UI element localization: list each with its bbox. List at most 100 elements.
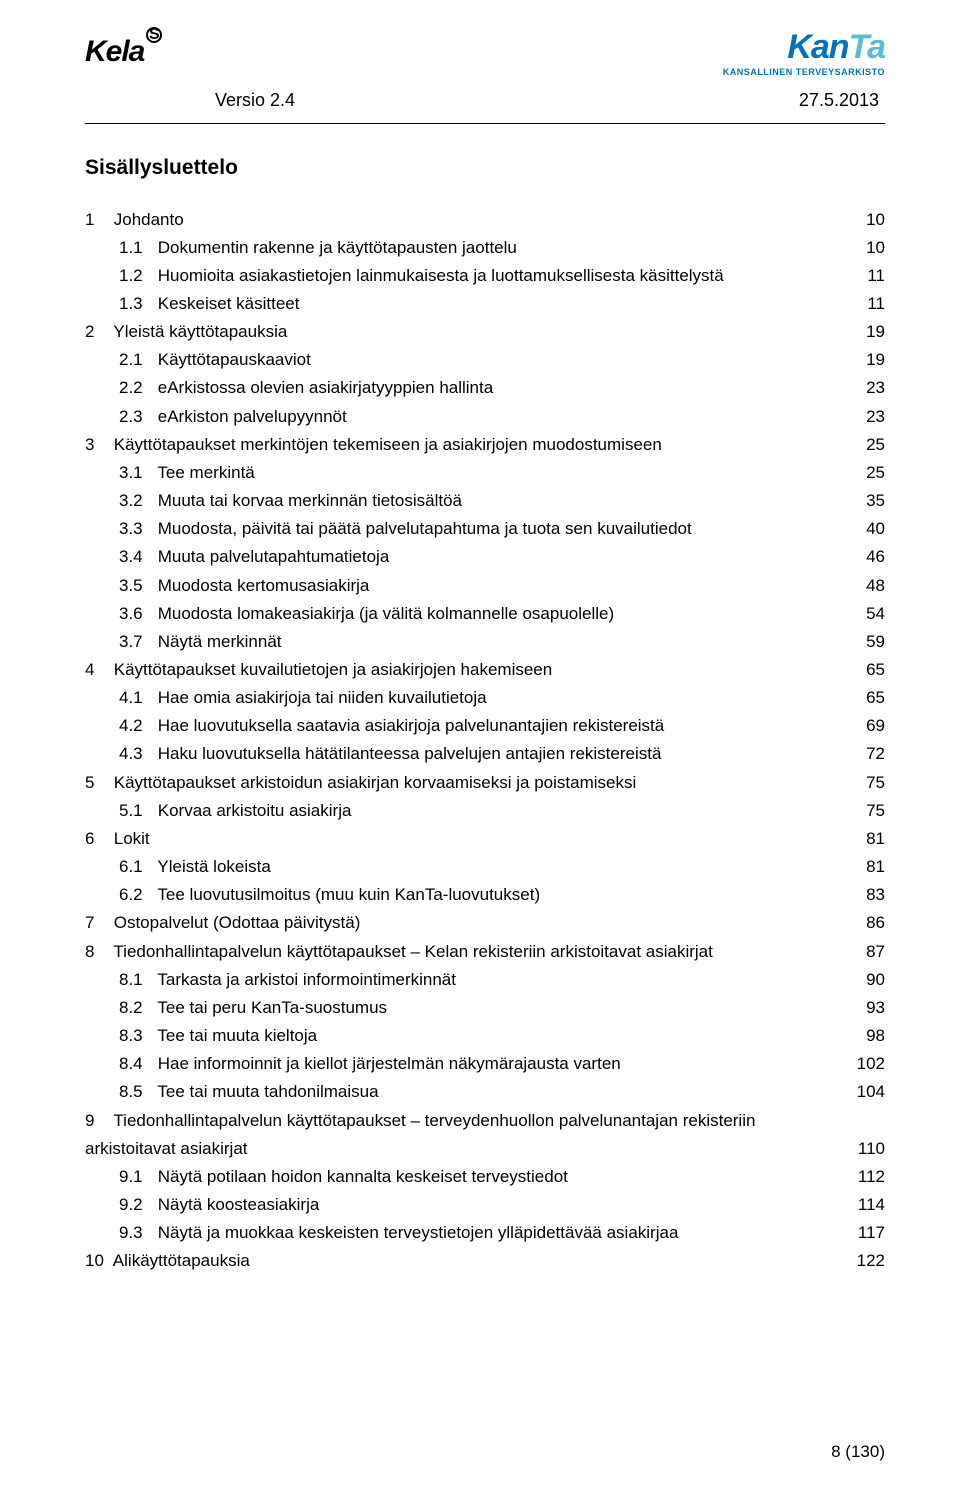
toc-entry: 8.2 Tee tai peru KanTa-suostumus93 xyxy=(85,993,885,1021)
toc-entry-number: 7 xyxy=(85,910,109,935)
toc-entry-page: 11 xyxy=(855,291,885,316)
toc-entry: 8.1 Tarkasta ja arkistoi informointimerk… xyxy=(85,965,885,993)
toc-entry-page: 72 xyxy=(855,741,885,766)
toc-entry-label: 2.2 eArkistossa olevien asiakirjatyyppie… xyxy=(119,375,855,400)
toc-entry-text: Käyttötapaukset kuvailutietojen ja asiak… xyxy=(114,660,552,679)
toc-entry-page: 23 xyxy=(855,404,885,429)
toc-entry-text: Näytä ja muokkaa keskeisten terveystieto… xyxy=(158,1223,679,1242)
toc-entry-number: 3.6 xyxy=(119,601,153,626)
toc-entry-number: 9.3 xyxy=(119,1220,153,1245)
toc-entry: 8 Tiedonhallintapalvelun käyttötapaukset… xyxy=(85,937,885,965)
toc-entry-label: 3.3 Muodosta, päivitä tai päätä palvelut… xyxy=(119,516,855,541)
toc-entry-number: 8.1 xyxy=(119,967,153,992)
toc-entry-text: Tee luovutusilmoitus (muu kuin KanTa-luo… xyxy=(157,885,540,904)
toc-entry-page: 81 xyxy=(855,826,885,851)
toc-entry-number: 6.2 xyxy=(119,882,153,907)
toc-entry-label: 3.2 Muuta tai korvaa merkinnän tietosisä… xyxy=(119,488,855,513)
toc-entry-label: 4.1 Hae omia asiakirjoja tai niiden kuva… xyxy=(119,685,855,710)
toc-entry-number: 4 xyxy=(85,657,109,682)
toc-entry-page: 19 xyxy=(855,319,885,344)
toc-entry-text: Tiedonhallintapalvelun käyttötapaukset –… xyxy=(113,942,712,961)
toc-entry-number: 8.2 xyxy=(119,995,153,1020)
toc-entry-page: 35 xyxy=(855,488,885,513)
kanta-subtitle: KANSALLINEN TERVEYSARKISTO xyxy=(723,66,885,79)
toc-entry-number: 2.1 xyxy=(119,347,153,372)
toc-entry: 3.3 Muodosta, päivitä tai päätä palvelut… xyxy=(85,515,885,543)
toc-entry-text: Hae omia asiakirjoja tai niiden kuvailut… xyxy=(158,688,487,707)
toc-entry-label: 8.3 Tee tai muuta kieltoja xyxy=(119,1023,855,1048)
toc-entry-text: Korvaa arkistoitu asiakirja xyxy=(158,801,352,820)
toc-entry-page: 81 xyxy=(855,854,885,879)
toc-entry: 6 Lokit81 xyxy=(85,824,885,852)
toc-entry-number: 9.1 xyxy=(119,1164,153,1189)
toc-entry: 2.2 eArkistossa olevien asiakirjatyyppie… xyxy=(85,374,885,402)
toc-entry: 3.4 Muuta palvelutapahtumatietoja46 xyxy=(85,543,885,571)
toc-entry-page: 93 xyxy=(855,995,885,1020)
toc-entry: 5.1 Korvaa arkistoitu asiakirja75 xyxy=(85,796,885,824)
toc-entry-label: 6.2 Tee luovutusilmoitus (muu kuin KanTa… xyxy=(119,882,855,907)
toc-entry-text: Tee merkintä xyxy=(157,463,254,482)
toc-entry: 4.2 Hae luovutuksella saatavia asiakirjo… xyxy=(85,712,885,740)
toc-entry-text: Lokit xyxy=(114,829,150,848)
toc-entry-page: 25 xyxy=(855,432,885,457)
toc-entry-page: 40 xyxy=(855,516,885,541)
toc-entry: 8.5 Tee tai muuta tahdonilmaisua104 xyxy=(85,1078,885,1106)
toc-entry: 3.1 Tee merkintä25 xyxy=(85,458,885,486)
toc-entry-label: 3.7 Näytä merkinnät xyxy=(119,629,855,654)
toc-entry-page: 11 xyxy=(855,263,885,288)
toc-entry-label: 8 Tiedonhallintapalvelun käyttötapaukset… xyxy=(85,939,855,964)
toc-entry-page: 112 xyxy=(855,1164,885,1189)
toc-entry-number: 3.2 xyxy=(119,488,153,513)
toc-entry-label: 1.1 Dokumentin rakenne ja käyttötapauste… xyxy=(119,235,855,260)
toc-entry-page: 122 xyxy=(855,1248,885,1273)
toc-entry-text: Näytä potilaan hoidon kannalta keskeiset… xyxy=(158,1167,568,1186)
toc-entry-label: 1 Johdanto xyxy=(85,207,855,232)
toc-entry: 1.3 Keskeiset käsitteet 11 xyxy=(85,289,885,317)
toc-entry-number: 6.1 xyxy=(119,854,153,879)
toc-entry-page: 19 xyxy=(855,347,885,372)
kela-superscript-icon: S xyxy=(146,27,162,43)
toc-entry-page: 110 xyxy=(855,1136,885,1161)
toc-entry-page: 117 xyxy=(855,1220,885,1245)
toc-entry: 6.1 Yleistä lokeista81 xyxy=(85,853,885,881)
toc-entry-label: 4.3 Haku luovutuksella hätätilanteessa p… xyxy=(119,741,855,766)
toc-entry: 1.2 Huomioita asiakastietojen lainmukais… xyxy=(85,261,885,289)
toc-entry-label: 8.2 Tee tai peru KanTa-suostumus xyxy=(119,995,855,1020)
toc-entry-page: 65 xyxy=(855,657,885,682)
toc-entry-label: 6.1 Yleistä lokeista xyxy=(119,854,855,879)
toc-entry-number: 4.3 xyxy=(119,741,153,766)
toc-title: Sisällysluettelo xyxy=(85,152,885,183)
toc-entry-page: 10 xyxy=(855,207,885,232)
toc-entry: 1.1 Dokumentin rakenne ja käyttötapauste… xyxy=(85,233,885,261)
toc-entry-number: 3.7 xyxy=(119,629,153,654)
toc-entry-number: 1.3 xyxy=(119,291,153,316)
toc-entry-number: 4.1 xyxy=(119,685,153,710)
toc-entry: 2.1 Käyttötapauskaaviot19 xyxy=(85,346,885,374)
toc-entry-number: 9.2 xyxy=(119,1192,153,1217)
toc-entry-number: 2.2 xyxy=(119,375,153,400)
kela-logo: Kela S xyxy=(85,30,162,74)
toc-entry-page: 10 xyxy=(855,235,885,260)
toc-entry: 1 Johdanto10 xyxy=(85,205,885,233)
toc-entry-page: 102 xyxy=(855,1051,885,1076)
toc-entry-label: 2 Yleistä käyttötapauksia xyxy=(85,319,855,344)
toc-entry: 2.3 eArkiston palvelupyynnöt23 xyxy=(85,402,885,430)
toc-entry-number: 8.4 xyxy=(119,1051,153,1076)
toc-entry-number: 8.5 xyxy=(119,1079,153,1104)
toc-entry-label: arkistoitavat asiakirjat xyxy=(85,1136,855,1161)
toc-entry-label: 3.1 Tee merkintä xyxy=(119,460,855,485)
toc-entry: 8.4 Hae informoinnit ja kiellot järjeste… xyxy=(85,1050,885,1078)
toc-entry-label: 9 Tiedonhallintapalvelun käyttötapaukset… xyxy=(85,1108,855,1133)
toc-entry-text: Ostopalvelut (Odottaa päivitystä) xyxy=(114,913,361,932)
toc-entry-label: 9.3 Näytä ja muokkaa keskeisten terveyst… xyxy=(119,1220,855,1245)
kanta-logo: KanTa KANSALLINEN TERVEYSARKISTO xyxy=(723,30,885,79)
horizontal-rule xyxy=(85,123,885,124)
toc-entry: 3.6 Muodosta lomakeasiakirja (ja välitä … xyxy=(85,599,885,627)
toc-entry: 9.3 Näytä ja muokkaa keskeisten terveyst… xyxy=(85,1219,885,1247)
toc-entry-page: 114 xyxy=(855,1192,885,1217)
toc-entry-page: 69 xyxy=(855,713,885,738)
toc-entry-text: Keskeiset käsitteet xyxy=(158,294,300,313)
toc-entry-number: 3.5 xyxy=(119,573,153,598)
toc-entry-text: Alikäyttötapauksia xyxy=(113,1251,250,1270)
toc-entry-text: Muodosta lomakeasiakirja (ja välitä kolm… xyxy=(158,604,614,623)
